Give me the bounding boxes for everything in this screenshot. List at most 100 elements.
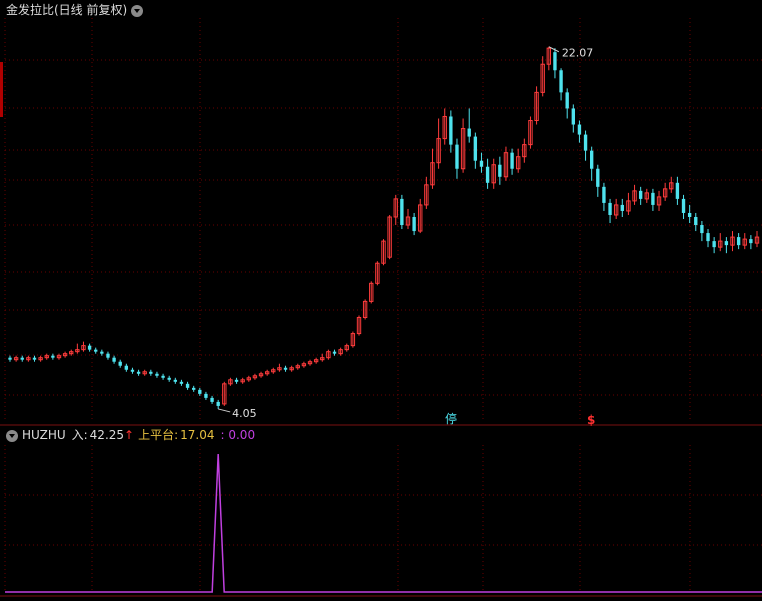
- candle-body: [479, 160, 484, 167]
- candle-body: [589, 150, 594, 169]
- candle-body: [613, 204, 619, 216]
- candle-body: [179, 381, 184, 384]
- dollar-marker: $: [587, 413, 595, 427]
- candle-body: [222, 383, 227, 405]
- candle-body: [381, 240, 386, 264]
- candle-body: [313, 359, 319, 363]
- candlestick-series: [8, 46, 760, 409]
- candle-body: [528, 120, 533, 146]
- candle-body: [375, 262, 380, 284]
- candle-body: [754, 236, 760, 244]
- candle-body: [516, 156, 521, 170]
- candle-body: [192, 387, 196, 390]
- candle-body: [687, 212, 692, 217]
- candle-body: [718, 240, 723, 248]
- candle-body: [498, 164, 502, 177]
- candle-body: [387, 216, 392, 258]
- candle-body: [742, 238, 747, 246]
- candle-body: [626, 200, 631, 212]
- candle-body: [198, 389, 202, 394]
- grid-lines: [0, 18, 762, 597]
- candle-body: [155, 373, 159, 376]
- candle-body: [69, 351, 74, 355]
- candle-body: [571, 108, 575, 125]
- candle-body: [142, 371, 147, 375]
- candle-body: [491, 164, 496, 184]
- candle-body: [130, 369, 135, 372]
- third-value: : 0.00: [220, 428, 256, 442]
- candle-body: [442, 115, 447, 140]
- candle-body: [51, 355, 55, 358]
- limit-up-marker: 停: [445, 411, 457, 426]
- candle-body: [700, 225, 704, 234]
- candle-body: [216, 401, 220, 406]
- candle-body: [706, 233, 710, 242]
- stock-title: 金发拉比(日线 前复权): [6, 3, 128, 17]
- candle-body: [436, 138, 441, 164]
- high-pointer: [548, 46, 560, 53]
- candle-body: [204, 393, 208, 398]
- annotations: 22.07 4.05 停 $: [218, 46, 595, 427]
- candle-body: [332, 351, 337, 354]
- candle-body: [75, 349, 80, 353]
- candle-body: [326, 351, 331, 359]
- in-value: 42.25: [89, 428, 125, 442]
- candle-body: [246, 377, 251, 381]
- chart-header: 金发拉比(日线 前复权): [6, 3, 144, 17]
- candle-body: [583, 134, 588, 151]
- candle-body: [161, 375, 165, 378]
- candle-body: [62, 353, 68, 357]
- indicator-header: HUZHU 入: 42.25↑ 上平台: 17.04: 0.00: [6, 428, 255, 442]
- candle-body: [510, 152, 514, 169]
- candle-body: [449, 116, 453, 145]
- candle-body: [277, 367, 282, 371]
- candle-body: [485, 166, 490, 183]
- candle-body: [295, 365, 300, 369]
- candle-body: [460, 128, 466, 170]
- candle-body: [540, 63, 545, 93]
- candle-body: [301, 363, 307, 367]
- candle-body: [87, 345, 92, 350]
- candle-body: [565, 92, 569, 109]
- candle-body: [546, 47, 552, 65]
- candle-body: [736, 237, 741, 246]
- candle-body: [400, 198, 404, 226]
- candle-body: [412, 216, 416, 232]
- chevron-down-icon[interactable]: [6, 429, 18, 442]
- in-label: 入:: [71, 428, 88, 442]
- chevron-down-icon[interactable]: [131, 4, 144, 17]
- indicator-panel: [5, 453, 762, 593]
- candle-body: [344, 345, 349, 351]
- low-pointer: [218, 408, 231, 413]
- candle-body: [467, 128, 471, 137]
- candle-body: [94, 349, 98, 352]
- candle-body: [393, 198, 398, 218]
- indicator-name[interactable]: HUZHU: [22, 428, 66, 442]
- candle-body: [608, 202, 612, 215]
- candle-body: [44, 355, 49, 359]
- candle-body: [749, 239, 753, 244]
- candle-body: [620, 204, 624, 211]
- candle-body: [662, 188, 668, 198]
- candle-body: [240, 379, 245, 383]
- candle-body: [430, 162, 435, 186]
- candle-body: [289, 367, 294, 371]
- up-arrow-icon: ↑: [124, 428, 135, 442]
- candle-body: [124, 365, 129, 370]
- candle-body: [405, 216, 411, 226]
- candle-body: [106, 353, 110, 358]
- candle-body: [356, 316, 362, 335]
- candle-body: [596, 168, 600, 187]
- candle-body: [13, 357, 19, 361]
- candle-body: [167, 377, 171, 380]
- candle-body: [553, 52, 557, 71]
- indicator-line: [5, 453, 762, 593]
- scroll-indicator[interactable]: [0, 62, 3, 117]
- platform-label: 上平台:: [138, 428, 179, 442]
- candle-body: [234, 379, 239, 382]
- candle-body: [534, 91, 539, 122]
- candle-body: [473, 136, 478, 161]
- candle-body: [577, 124, 582, 135]
- candle-body: [8, 357, 12, 360]
- candle-body: [362, 300, 368, 318]
